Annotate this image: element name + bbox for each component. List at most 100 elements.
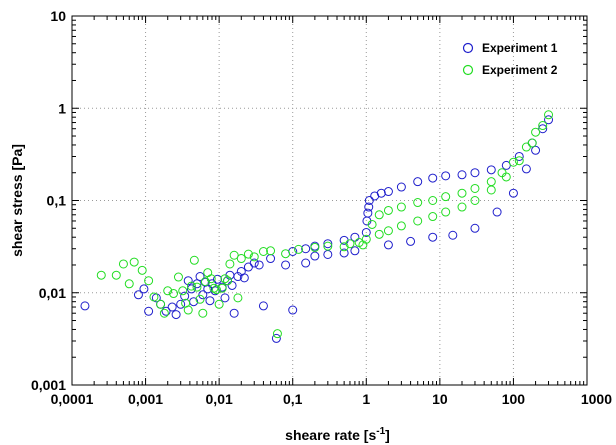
data-point [413,216,423,226]
data-point [413,177,423,187]
data-point [531,145,541,155]
data-point [220,293,230,303]
data-point [531,127,541,137]
data-point [486,177,496,187]
y-tick-label: 0,001 [31,377,66,393]
legend-marker [462,42,474,54]
data-point [198,290,208,300]
y-tick-label: 10 [50,8,66,24]
data-point [189,255,199,265]
data-point [521,142,531,152]
data-point [167,302,177,312]
data-point [144,276,154,286]
data-point [258,301,268,311]
data-point [323,239,333,249]
data-point [186,281,196,291]
data-point [229,308,239,318]
data-point [448,230,458,240]
grid [72,16,587,385]
data-point [186,284,196,294]
data-point [521,164,531,174]
data-point [163,286,173,296]
data-point [514,156,524,166]
data-point [96,270,106,280]
data-point [470,196,480,205]
data-point [486,165,496,175]
data-point [364,202,374,212]
data-point [200,277,210,287]
data-point [339,248,349,258]
data-point [508,157,518,167]
x-tick-label: 0,0001 [51,391,94,407]
data-point [376,188,386,198]
data-point [159,308,169,318]
data-point [361,227,371,237]
data-point [497,168,507,178]
y-tick-label: 0,1 [47,193,67,209]
data-point [544,115,554,125]
legend: Experiment 1 Experiment 2 [462,41,558,77]
data-point [137,265,147,275]
data-point [161,306,171,316]
data-point [383,240,393,250]
data-point [239,273,249,283]
data-point [249,252,259,262]
data-point [396,182,406,192]
data-point [254,260,264,270]
data-point [538,124,548,134]
data-point [233,293,243,303]
data-point [225,259,235,269]
data-point [183,276,193,286]
data-point [236,254,246,264]
x-tick-label: 100 [502,391,526,407]
data-point [80,301,90,311]
legend-label: Experiment 2 [482,63,558,77]
x-tick-label: 1000 [581,391,612,407]
data-point [457,202,467,212]
data-point [111,270,121,280]
data-point [339,242,349,252]
data-point [441,192,451,202]
data-point [508,188,518,198]
data-point [233,272,243,282]
data-point [156,299,166,309]
data-point [383,187,393,197]
data-point [288,305,298,315]
data-point [538,121,548,131]
data-point [192,282,202,292]
data-point [374,229,384,239]
data-point [457,170,467,180]
data-point [457,188,467,198]
data-point [413,198,423,208]
data-point [144,306,154,316]
data-point [176,299,186,309]
data-point [171,310,181,320]
x-tick-label: 0,1 [283,391,303,407]
data-point [470,223,480,233]
data-point [223,276,233,286]
plot-area [72,16,587,385]
data-point [124,279,134,289]
series-2 [96,110,554,339]
data-point [198,308,208,318]
data-point [301,244,311,254]
data-point [281,260,291,270]
data-point [195,294,205,304]
data-point [180,291,190,301]
data-point [271,333,281,343]
data-point [374,210,384,220]
data-point [227,280,237,290]
ticks [71,15,588,386]
tick-labels: 0,0001 0,001 0,01 0,1 1 10 100 10000,0010,010,1… [31,8,612,407]
legend-marker [462,64,474,76]
data-point [213,274,223,284]
data-point [544,110,554,120]
x-axis-title: sheare rate [s-1] [285,426,390,443]
data-point [294,244,304,254]
data-point [514,151,524,161]
data-point [118,259,128,269]
data-point [396,202,406,212]
data-point [173,272,183,282]
x-tick-label: 10 [432,391,448,407]
